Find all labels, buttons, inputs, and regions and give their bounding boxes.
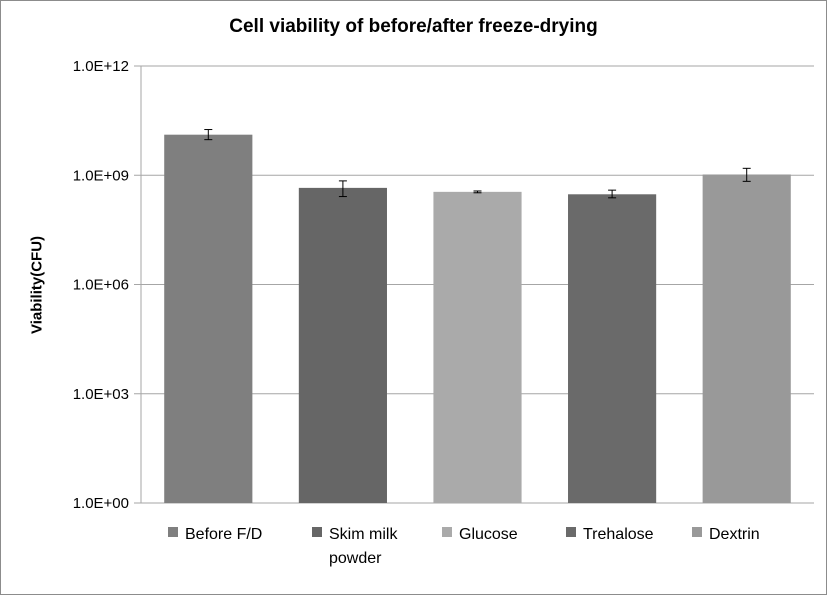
legend-swatch: [312, 527, 322, 537]
legend-label: Glucose: [459, 526, 518, 543]
bar-5: [702, 174, 791, 503]
bar-4: [568, 194, 657, 503]
legend-label: Dextrin: [709, 526, 760, 543]
legend-swatch: [442, 527, 452, 537]
legend-label: Trehalose: [583, 526, 654, 543]
legend-label: powder: [329, 550, 382, 567]
legend-label: Skim milk: [329, 526, 398, 543]
chart-title: Cell viability of before/after freeze-dr…: [229, 16, 598, 37]
y-tick-label: 1.0E+06: [73, 277, 129, 294]
y-tick-label: 1.0E+00: [73, 495, 129, 512]
y-tick-label: 1.0E+09: [73, 167, 129, 184]
legend-swatch: [692, 527, 702, 537]
y-tick-label: 1.0E+12: [73, 58, 129, 75]
legend-swatch: [168, 527, 178, 537]
bar-3: [433, 191, 522, 503]
bar-1: [164, 134, 253, 503]
legend-label: Before F/D: [185, 526, 262, 543]
legend-swatch: [566, 527, 576, 537]
y-tick-label: 1.0E+03: [73, 386, 129, 403]
bar-2: [298, 187, 387, 503]
